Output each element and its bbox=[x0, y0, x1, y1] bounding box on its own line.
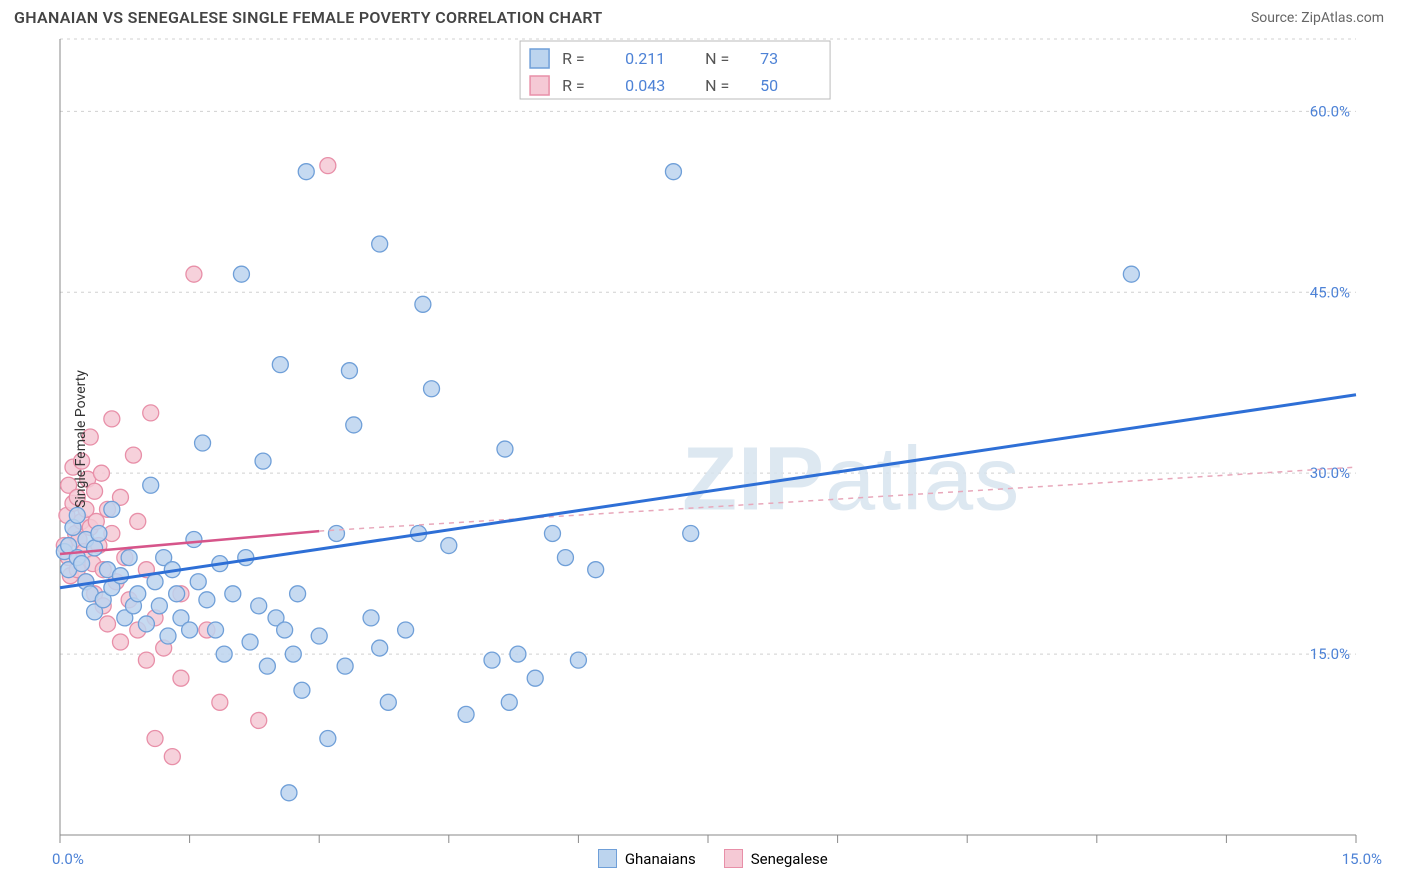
svg-text:15.0%: 15.0% bbox=[1310, 645, 1350, 663]
y-axis-label: Single Female Poverty bbox=[73, 370, 89, 508]
svg-text:30.0%: 30.0% bbox=[1310, 464, 1350, 482]
svg-text:50: 50 bbox=[760, 76, 778, 95]
svg-text:R =: R = bbox=[562, 76, 585, 95]
svg-text:60.0%: 60.0% bbox=[1310, 102, 1350, 120]
correlation-chart: 15.0% 30.0% 45.0% 60.0% ZIPatlas R = 0.211 N = 7… bbox=[14, 33, 1388, 845]
svg-text:R =: R = bbox=[562, 49, 585, 68]
svg-text:45.0%: 45.0% bbox=[1310, 283, 1350, 301]
legend-bottom: Ghanaians Senegalese bbox=[598, 849, 828, 868]
chart-title: GHANAIAN VS SENEGALESE SINGLE FEMALE POV… bbox=[14, 8, 603, 27]
legend-swatch-senegalese bbox=[724, 849, 743, 868]
legend-swatch-ghanaians bbox=[598, 849, 617, 868]
svg-text:N =: N = bbox=[705, 76, 729, 95]
svg-text:0.043: 0.043 bbox=[625, 76, 665, 95]
svg-text:0.211: 0.211 bbox=[625, 49, 665, 68]
x-axis-max-label: 15.0% bbox=[1342, 850, 1382, 868]
legend-item-senegalese: Senegalese bbox=[724, 849, 828, 868]
svg-text:ZIPatlas: ZIPatlas bbox=[682, 429, 1020, 529]
legend-item-ghanaians: Ghanaians bbox=[598, 849, 696, 868]
legend-label-ghanaians: Ghanaians bbox=[625, 850, 696, 868]
svg-text:73: 73 bbox=[760, 49, 778, 68]
chart-source: Source: ZipAtlas.com bbox=[1251, 10, 1384, 26]
svg-text:N =: N = bbox=[705, 49, 729, 68]
x-axis-min-label: 0.0% bbox=[52, 850, 84, 868]
legend-label-senegalese: Senegalese bbox=[751, 850, 828, 868]
